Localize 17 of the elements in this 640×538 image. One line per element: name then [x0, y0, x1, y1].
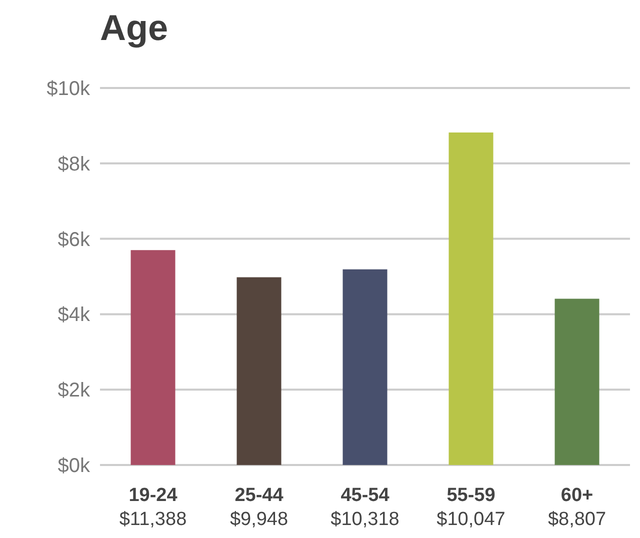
- bar: [342, 269, 388, 465]
- x-tick-label: 60+ $8,807: [548, 485, 606, 530]
- y-tick-label: $0k: [58, 455, 91, 477]
- x-tick-label: 25-44 $9,948: [230, 485, 288, 530]
- bar: [554, 298, 600, 465]
- x-tick-label: 19-24 $11,388: [119, 485, 187, 530]
- x-tick-label: 45-54 $10,318: [330, 485, 400, 530]
- bar: [236, 277, 282, 465]
- x-tick-label: 55-59 $10,047: [436, 485, 506, 530]
- y-tick-label: $8k: [58, 153, 91, 176]
- y-tick-label: $6k: [58, 228, 91, 251]
- bar: [448, 132, 494, 465]
- y-tick-label: $2k: [58, 380, 91, 402]
- y-tick-label: $4k: [58, 304, 91, 326]
- chart-title: Age: [100, 7, 168, 48]
- y-tick-label: $10k: [46, 78, 91, 100]
- bar: [130, 250, 176, 465]
